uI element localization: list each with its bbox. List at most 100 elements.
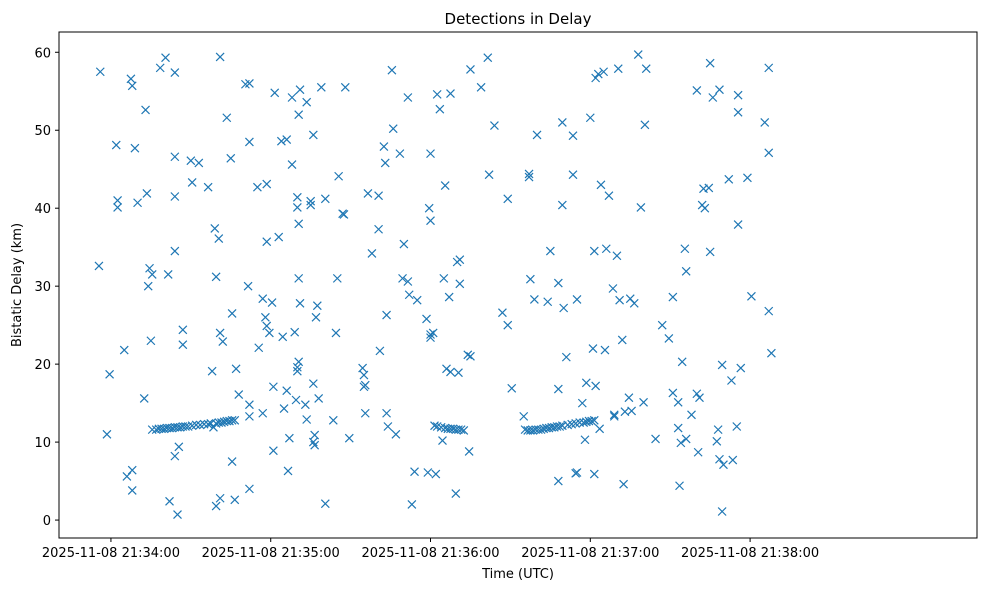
data-point: [274, 232, 284, 242]
data-point: [155, 63, 165, 73]
data-point: [283, 466, 293, 476]
data-point: [207, 366, 217, 376]
data-point: [403, 93, 413, 102]
data-point: [130, 143, 140, 153]
data-point: [601, 244, 611, 254]
data-point: [267, 298, 277, 307]
data-point: [715, 454, 724, 464]
data-point: [728, 455, 738, 465]
data-point: [383, 422, 393, 431]
data-point: [525, 274, 535, 284]
data-point: [589, 246, 599, 256]
data-point: [446, 367, 455, 377]
data-point: [599, 67, 609, 77]
data-point: [308, 130, 318, 140]
data-point: [332, 273, 342, 283]
data-point: [391, 429, 401, 439]
x-tick-label: 2025-11-08 21:34:00: [42, 546, 180, 561]
data-point: [133, 198, 142, 208]
data-point: [359, 370, 369, 380]
data-point: [399, 239, 409, 249]
data-point: [572, 294, 582, 304]
data-point: [320, 499, 330, 509]
data-point: [388, 124, 398, 134]
data-point: [476, 82, 486, 92]
data-point: [532, 130, 542, 140]
data-point: [94, 261, 104, 271]
data-point: [641, 64, 651, 74]
data-point: [215, 328, 225, 338]
data-point: [613, 64, 623, 74]
data-point: [227, 415, 237, 425]
data-point: [306, 200, 316, 210]
data-point: [143, 281, 153, 291]
data-point: [300, 400, 310, 410]
data-point: [292, 366, 302, 376]
data-point: [170, 246, 180, 256]
data-point: [668, 292, 678, 302]
data-point: [593, 69, 603, 79]
data-point: [705, 247, 715, 257]
data-point: [736, 363, 746, 373]
data-point: [695, 393, 704, 403]
data-point: [126, 74, 136, 84]
data-point: [424, 203, 434, 213]
data-point: [113, 195, 123, 205]
data-point: [435, 104, 445, 114]
data-point: [170, 192, 180, 201]
data-point: [717, 507, 727, 516]
data-point: [705, 58, 715, 68]
data-point: [146, 336, 156, 346]
data-point: [484, 170, 494, 180]
data-point: [320, 194, 330, 204]
data-point: [572, 468, 582, 477]
data-point: [295, 85, 305, 95]
data-point: [308, 379, 318, 389]
data-point: [170, 68, 180, 77]
data-point: [676, 438, 686, 448]
data-point: [600, 345, 610, 355]
data-point: [451, 489, 461, 498]
data-point: [687, 410, 696, 420]
data-point: [227, 457, 237, 467]
data-point: [244, 79, 254, 88]
data-point: [170, 152, 180, 162]
data-point: [331, 328, 341, 338]
data-point: [127, 465, 137, 475]
data-point: [524, 172, 534, 182]
data-point: [651, 434, 660, 444]
data-point: [543, 297, 553, 307]
data-point: [244, 400, 254, 410]
data-point: [410, 467, 419, 477]
data-point: [262, 321, 272, 331]
data-point: [234, 390, 244, 399]
data-point: [545, 246, 555, 256]
data-point: [382, 310, 391, 320]
data-point: [422, 314, 431, 324]
data-point: [161, 53, 170, 63]
data-point: [282, 386, 292, 396]
data-point: [553, 476, 563, 486]
data-point: [591, 381, 601, 391]
data-point: [95, 67, 105, 77]
data-point: [226, 153, 236, 163]
data-point: [629, 298, 639, 308]
data-point: [210, 224, 220, 233]
y-tick-label: 20: [34, 358, 51, 373]
data-point: [230, 495, 240, 505]
data-point: [426, 333, 435, 343]
data-point: [704, 183, 714, 193]
y-tick-label: 60: [34, 46, 51, 61]
data-point: [314, 394, 324, 403]
data-point: [279, 404, 289, 414]
data-point: [363, 188, 373, 198]
data-point: [306, 196, 316, 206]
data-point: [733, 107, 743, 117]
data-point: [708, 93, 718, 102]
data-point: [579, 418, 589, 428]
data-point: [260, 312, 270, 322]
data-point: [262, 237, 272, 247]
data-point: [555, 422, 565, 431]
data-point: [464, 447, 474, 456]
data-point: [454, 368, 463, 378]
